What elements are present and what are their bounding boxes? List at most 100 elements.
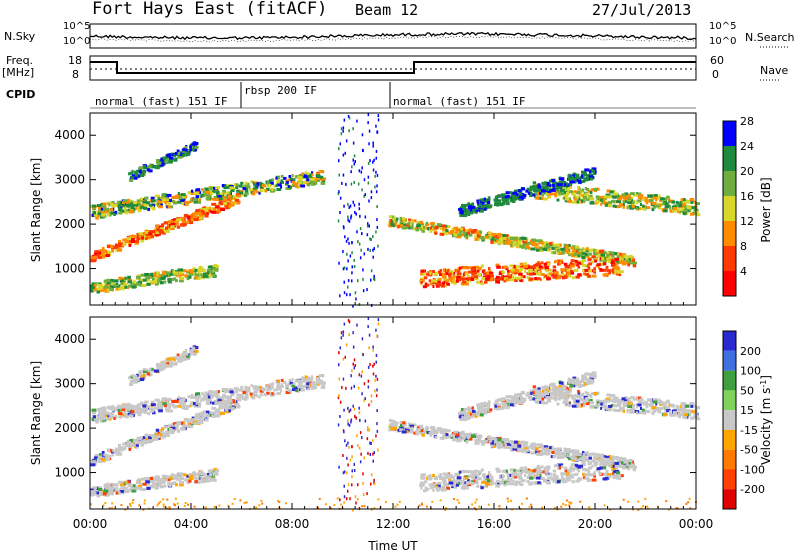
power-cell	[183, 153, 187, 157]
velocity-cell	[168, 405, 172, 409]
velocity-cell	[487, 435, 491, 439]
power-cell	[352, 141, 355, 145]
power-cell	[190, 270, 194, 274]
power-cell	[467, 266, 473, 270]
power-cell	[574, 190, 577, 194]
power-cell	[606, 189, 611, 193]
power-cell	[572, 249, 577, 253]
power-cell	[549, 268, 553, 272]
power-cell	[179, 153, 184, 157]
velocity-cell	[541, 447, 547, 451]
velocity-cell	[157, 404, 160, 407]
power-cell	[479, 230, 483, 234]
power-cell	[188, 216, 194, 220]
power-cell	[518, 272, 523, 276]
power-cell	[489, 269, 492, 273]
power-cell	[123, 208, 127, 212]
power-cell	[540, 241, 544, 245]
power-cell	[157, 200, 160, 203]
velocity-cell	[95, 418, 100, 422]
velocity-cell	[286, 384, 289, 388]
velocity-cell	[177, 395, 180, 399]
velocity-cell	[220, 412, 226, 415]
power-cell	[597, 252, 601, 256]
power-cell	[117, 200, 121, 204]
power-cell	[190, 189, 194, 193]
power-cell	[556, 189, 561, 193]
power-cell	[487, 196, 491, 200]
power-cell	[451, 281, 454, 285]
velocity-cell	[156, 477, 159, 481]
power-cell	[556, 248, 560, 252]
power-cell	[174, 157, 178, 161]
power-cell	[199, 215, 204, 219]
power-cell	[151, 272, 156, 276]
power-cell	[568, 183, 573, 186]
velocity-cell	[291, 384, 296, 388]
power-cell	[582, 251, 586, 254]
power-cell	[143, 166, 146, 170]
power-cell	[683, 200, 687, 204]
power-cell	[592, 188, 598, 191]
power-cell	[162, 156, 167, 160]
velocity-cell	[509, 441, 515, 444]
power-cell	[567, 176, 573, 180]
velocity-cell	[288, 379, 292, 382]
velocity-cell	[128, 414, 134, 418]
velocity-cell	[222, 393, 226, 397]
power-cell	[542, 182, 546, 186]
velocity-cell	[92, 460, 96, 464]
power-cell	[139, 166, 143, 170]
power-cell	[242, 187, 247, 191]
power-cell	[605, 203, 608, 207]
power-cell	[353, 203, 356, 207]
velocity-cell	[410, 429, 414, 433]
power-cell	[223, 184, 227, 188]
power-cell	[470, 211, 474, 215]
velocity-cell	[293, 382, 296, 386]
velocity-cell	[179, 357, 184, 361]
power-cell	[529, 265, 534, 269]
power-cell	[655, 204, 660, 208]
power-cell	[616, 270, 621, 274]
power-cell	[215, 205, 220, 209]
power-cell	[672, 207, 677, 210]
velocity-cell	[223, 395, 228, 399]
velocity-cell	[500, 445, 504, 449]
power-cell	[139, 283, 143, 287]
velocity-cell	[201, 411, 206, 415]
power-cell	[519, 278, 522, 282]
velocity-cell	[512, 447, 517, 451]
velocity-cell	[139, 378, 145, 381]
power-cell	[352, 200, 354, 204]
power-cell	[189, 200, 192, 204]
velocity-cell	[147, 439, 150, 443]
velocity-cell	[626, 463, 631, 467]
power-cell	[408, 224, 413, 228]
power-cell	[144, 273, 150, 276]
power-cell	[683, 209, 688, 213]
power-cell	[437, 283, 442, 287]
velocity-cell	[158, 409, 163, 413]
power-cell	[603, 196, 608, 200]
power-cell	[484, 280, 487, 284]
power-cell	[186, 215, 191, 219]
power-cell	[501, 274, 504, 278]
power-cell	[582, 268, 586, 272]
power-cell	[211, 202, 217, 206]
power-cell	[338, 159, 340, 163]
velocity-cell	[119, 413, 125, 417]
power-cell	[164, 229, 169, 233]
power-cell	[127, 276, 131, 280]
velocity-cell	[154, 482, 158, 486]
power-cell	[195, 209, 200, 212]
power-cell	[569, 261, 573, 265]
velocity-cell	[184, 350, 188, 354]
noise-tick-low-left: 10^0	[63, 36, 91, 47]
power-cell	[355, 212, 357, 216]
power-cell	[151, 163, 154, 167]
power-cell	[425, 221, 429, 225]
power-cell	[344, 151, 346, 155]
power-cell	[468, 205, 472, 209]
power-cell	[616, 272, 621, 276]
